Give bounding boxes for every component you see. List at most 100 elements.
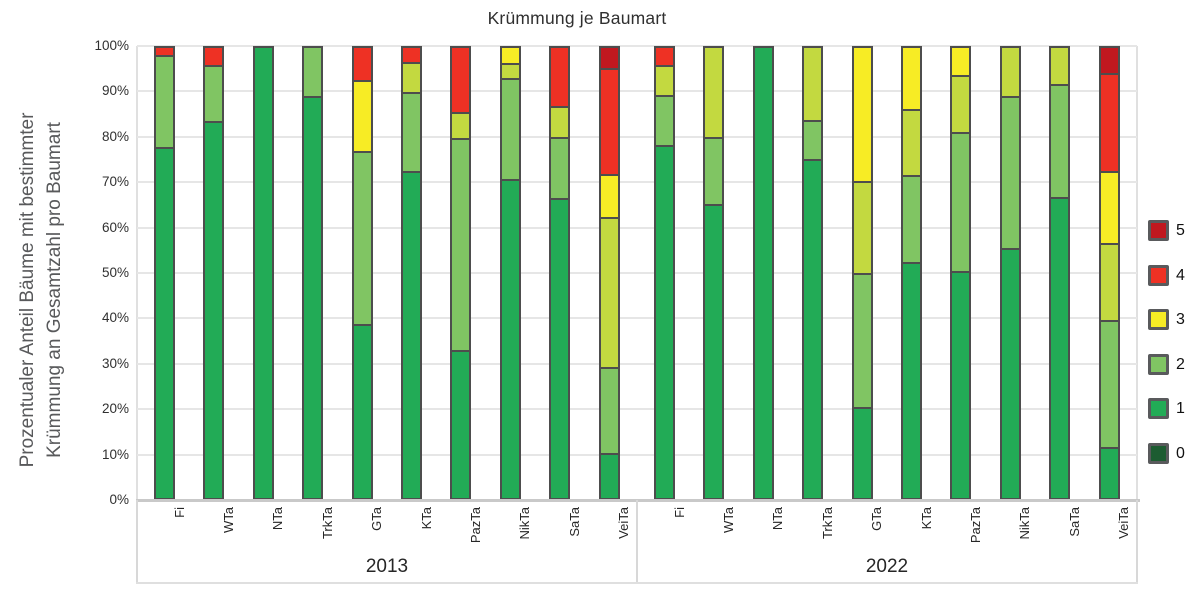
bar-2013-PazTa bbox=[450, 46, 471, 500]
bar-segment-level-5 bbox=[1101, 48, 1118, 75]
bar-segment-level-2 bbox=[304, 48, 321, 98]
bar-segment-level-2 bbox=[354, 152, 371, 326]
bar-2013-WTa bbox=[203, 46, 224, 500]
bar-2022-NTa bbox=[753, 46, 774, 500]
legend-item-1: 1 bbox=[1148, 398, 1185, 419]
bar-segment-level-2b bbox=[601, 219, 618, 370]
bar-2013-NTa bbox=[253, 46, 274, 500]
gridline bbox=[137, 317, 1137, 319]
bar-segment-level-1 bbox=[804, 160, 821, 498]
bar-segment-level-2b bbox=[854, 183, 871, 275]
gridline bbox=[137, 227, 1137, 229]
y-tick-label: 100% bbox=[94, 38, 129, 53]
x-tick-label-GTa: GTa bbox=[369, 507, 384, 531]
bar-2013-Fi bbox=[154, 46, 175, 500]
x-tick-label-TrkTa: TrkTa bbox=[320, 507, 335, 540]
bar-segment-level-2 bbox=[804, 122, 821, 161]
legend-swatch-0 bbox=[1148, 443, 1169, 464]
gridline bbox=[137, 272, 1137, 274]
bar-segment-level-2 bbox=[705, 138, 722, 206]
bar-segment-level-1 bbox=[551, 199, 568, 498]
x-tick-label-SaTa: SaTa bbox=[1067, 507, 1082, 537]
bar-2013-KTa bbox=[401, 46, 422, 500]
legend-label: 5 bbox=[1176, 221, 1185, 239]
y-tick-label: 40% bbox=[101, 310, 129, 325]
legend-swatch-3 bbox=[1148, 309, 1169, 330]
x-tick-label-VeiTa: VeiTa bbox=[1116, 507, 1131, 539]
bar-2022-GTa bbox=[852, 46, 873, 500]
bar-2022-SaTa bbox=[1049, 46, 1070, 500]
bar-segment-level-2 bbox=[1101, 322, 1118, 450]
bar-segment-level-1 bbox=[601, 455, 618, 498]
bar-segment-level-2 bbox=[1002, 98, 1019, 251]
bar-segment-level-4 bbox=[354, 48, 371, 82]
plot-area bbox=[137, 45, 1137, 501]
bar-2013-NikTa bbox=[500, 46, 521, 500]
bar-segment-level-3 bbox=[601, 175, 618, 220]
group-label-2022: 2022 bbox=[865, 556, 909, 577]
bar-segment-level-1 bbox=[952, 272, 969, 498]
x-tick-label-GTa: GTa bbox=[869, 507, 884, 531]
x-tick-label-WTa: WTa bbox=[721, 507, 736, 533]
bar-2022-KTa bbox=[901, 46, 922, 500]
bar-segment-level-2 bbox=[502, 79, 519, 181]
bar-segment-level-2b bbox=[804, 48, 821, 123]
chart-title: Krümmung je Baumart bbox=[487, 8, 667, 28]
gridline bbox=[137, 408, 1137, 410]
y-tick-label: 50% bbox=[101, 265, 129, 280]
bar-2022-NikTa bbox=[1000, 46, 1021, 500]
bar-segment-level-2b bbox=[656, 66, 673, 97]
bar-segment-level-2 bbox=[156, 57, 173, 150]
legend-item-5: 5 bbox=[1148, 220, 1185, 241]
bar-segment-level-2b bbox=[1051, 48, 1068, 86]
bar-2022-TrkTa bbox=[802, 46, 823, 500]
bar-segment-level-2b bbox=[952, 77, 969, 135]
bar-segment-level-3 bbox=[854, 48, 871, 184]
legend-item-3: 3 bbox=[1148, 309, 1185, 330]
bar-segment-level-2b bbox=[452, 114, 469, 140]
bar-segment-level-2b bbox=[1101, 245, 1118, 323]
bar-segment-level-1 bbox=[205, 123, 222, 498]
bar-segment-level-4 bbox=[601, 70, 618, 176]
legend-label: 4 bbox=[1176, 266, 1185, 284]
axis-band-bottom-border bbox=[136, 582, 1138, 584]
x-tick-label-WTa: WTa bbox=[221, 507, 236, 533]
bar-segment-level-1 bbox=[502, 180, 519, 498]
gridline bbox=[137, 90, 1137, 92]
x-tick-label-KTa: KTa bbox=[919, 507, 934, 530]
plot-right-border bbox=[1136, 46, 1138, 501]
bar-segment-level-2 bbox=[952, 134, 969, 273]
bar-segment-level-1 bbox=[854, 408, 871, 498]
legend-item-2: 2 bbox=[1148, 354, 1185, 375]
bar-segment-level-2 bbox=[551, 139, 568, 200]
bar-segment-level-1 bbox=[755, 48, 772, 498]
legend-swatch-1 bbox=[1148, 398, 1169, 419]
bar-2022-VeiTa bbox=[1099, 46, 1120, 500]
bar-segment-level-2b bbox=[705, 48, 722, 139]
legend: 5 4 3 2 1 0 bbox=[1148, 0, 1200, 598]
bar-segment-level-1 bbox=[1051, 199, 1068, 498]
bar-segment-level-4 bbox=[1101, 75, 1118, 173]
y-axis-label: Prozentualer Anteil Bäume mit bestimmter… bbox=[14, 60, 70, 520]
bar-segment-level-4 bbox=[205, 48, 222, 67]
bar-segment-level-1 bbox=[705, 205, 722, 498]
bar-segment-level-2b bbox=[403, 63, 420, 95]
bar-2022-PazTa bbox=[950, 46, 971, 500]
x-tick-label-KTa: KTa bbox=[419, 507, 434, 530]
bar-segment-level-2 bbox=[452, 139, 469, 353]
bar-segment-level-1 bbox=[656, 146, 673, 498]
bar-segment-level-5 bbox=[601, 48, 618, 71]
gridline bbox=[137, 454, 1137, 456]
legend-swatch-4 bbox=[1148, 265, 1169, 286]
legend-item-0: 0 bbox=[1148, 443, 1185, 464]
y-tick-label: 80% bbox=[101, 129, 129, 144]
legend-swatch-2 bbox=[1148, 354, 1169, 375]
bar-segment-level-1 bbox=[354, 325, 371, 498]
x-tick-label-NikTa: NikTa bbox=[1017, 507, 1032, 540]
x-tick-label-VeiTa: VeiTa bbox=[616, 507, 631, 539]
y-tick-label: 20% bbox=[101, 401, 129, 416]
bar-segment-level-2 bbox=[1051, 85, 1068, 200]
bar-segment-level-3 bbox=[903, 48, 920, 112]
bar-2022-Fi bbox=[654, 46, 675, 500]
